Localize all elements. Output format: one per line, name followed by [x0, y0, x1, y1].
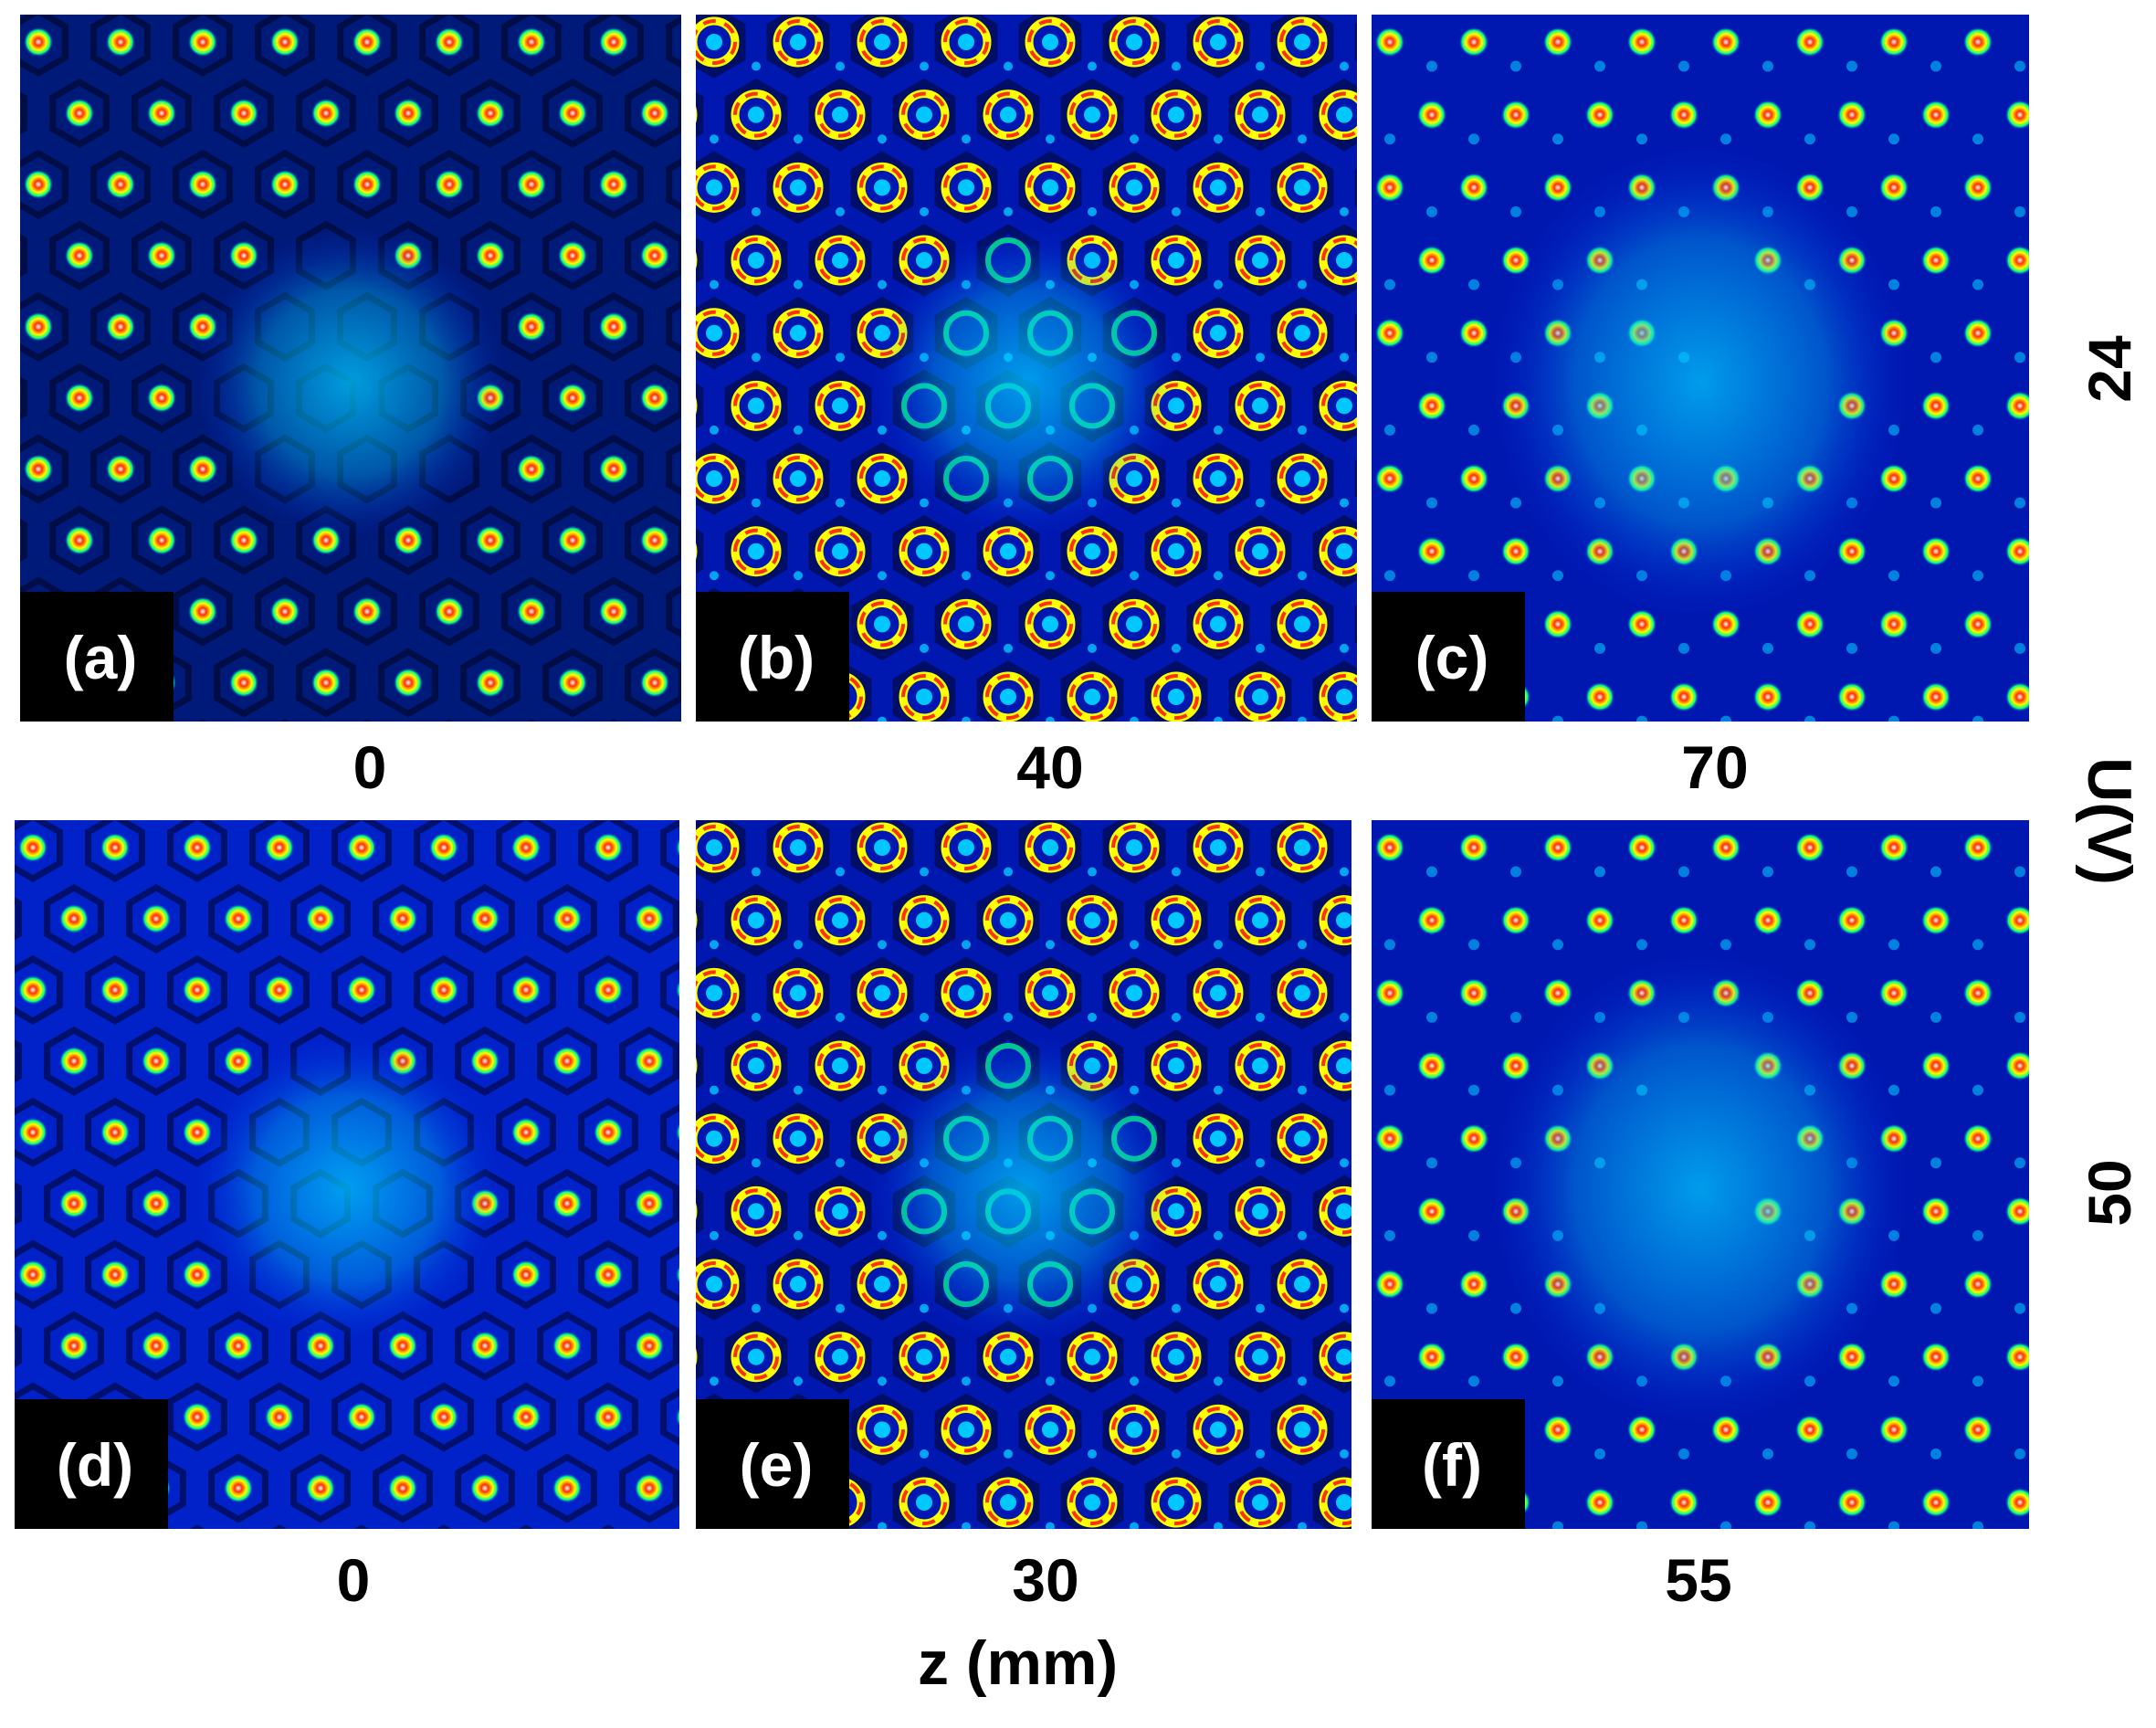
row-value-24: 24	[2076, 335, 2143, 403]
panel-f-label: (f)	[1372, 1399, 1525, 1529]
panel-b-label: (b)	[696, 592, 849, 722]
z-value-d: 0	[336, 1546, 371, 1614]
panel-c-label: (c)	[1372, 592, 1525, 722]
panel-a-label: (a)	[20, 592, 174, 722]
z-value-e: 30	[1012, 1546, 1079, 1614]
panel-c: (c)	[1372, 15, 2029, 722]
panel-e-image	[696, 820, 1351, 1529]
z-value-c: 70	[1681, 733, 1749, 801]
z-value-b: 40	[1016, 733, 1084, 801]
z-value-f: 55	[1665, 1546, 1732, 1614]
row-value-50: 50	[2076, 1159, 2143, 1227]
panel-d: (d)	[15, 820, 679, 1529]
panel-e: (e)	[696, 820, 1351, 1529]
y-axis-label: U(V)	[2075, 757, 2144, 885]
panel-f: (f)	[1372, 820, 2029, 1529]
panel-c-image	[1372, 15, 2029, 722]
panel-d-label: (d)	[15, 1399, 168, 1529]
panel-b: (b)	[696, 15, 1357, 722]
panel-a: (a)	[20, 15, 681, 722]
z-value-a: 0	[352, 733, 387, 801]
panel-e-label: (e)	[696, 1399, 849, 1529]
x-axis-label: z (mm)	[918, 1628, 1119, 1698]
